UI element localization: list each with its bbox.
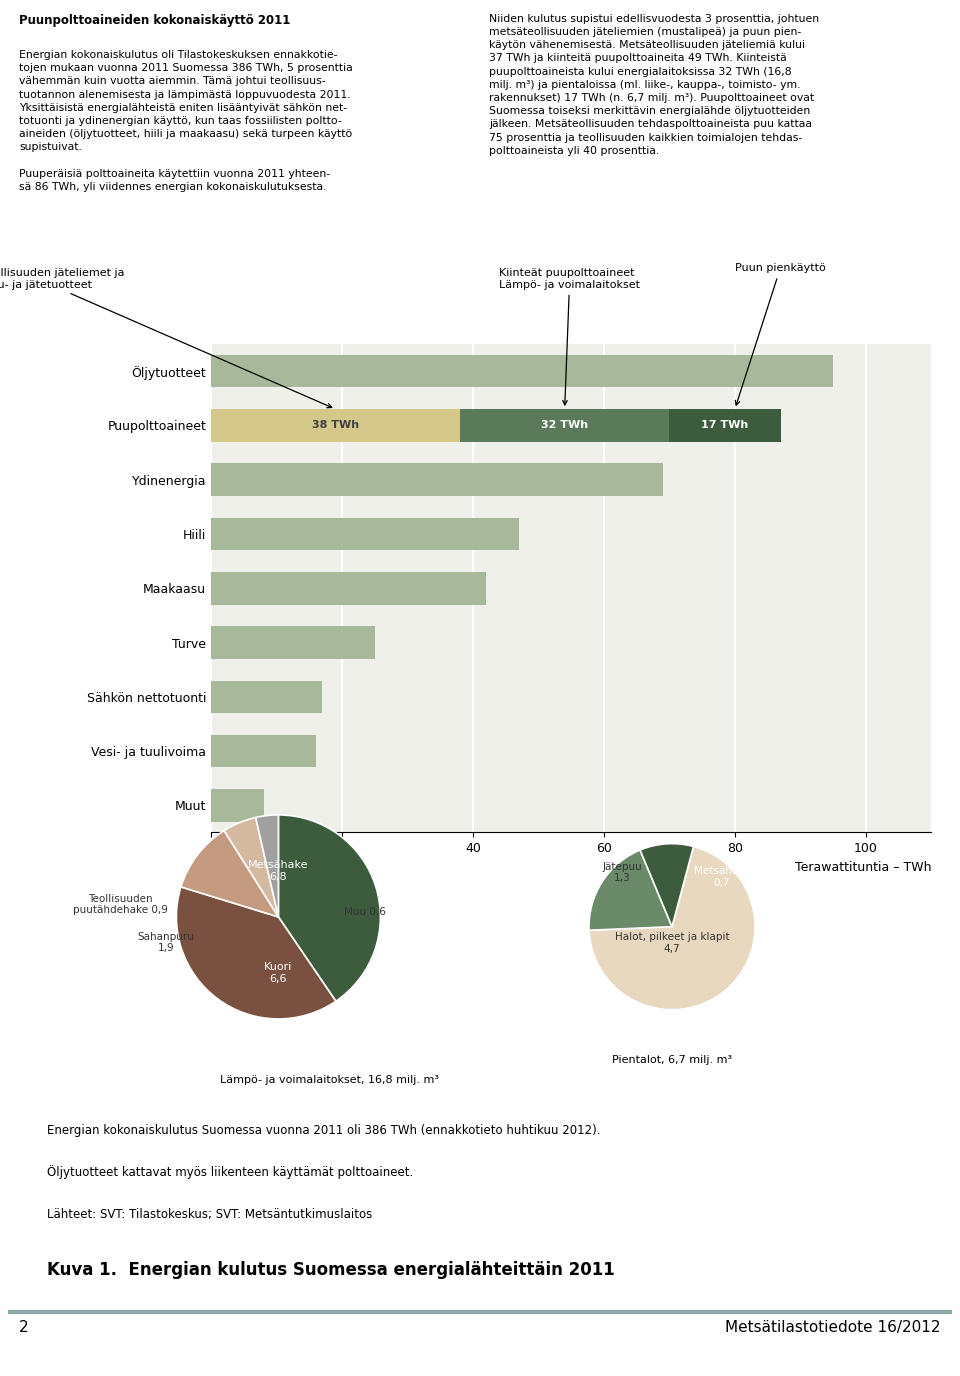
Bar [211, 464, 662, 495]
Wedge shape [640, 843, 693, 926]
Text: Lämpö- ja voimalaitokset, 16,8 milj. m³: Lämpö- ja voimalaitokset, 16,8 milj. m³ [220, 1075, 439, 1086]
Text: 38 TWh: 38 TWh [312, 421, 359, 431]
Text: 32 TWh: 32 TWh [541, 421, 588, 431]
Wedge shape [224, 817, 278, 916]
Bar [211, 572, 486, 604]
Bar [211, 735, 316, 768]
Text: Öljytuotteet kattavat myös liikenteen käyttämät polttoaineet.: Öljytuotteet kattavat myös liikenteen kä… [47, 1164, 414, 1179]
Text: 2: 2 [19, 1320, 29, 1335]
Wedge shape [177, 888, 336, 1020]
Bar [211, 626, 374, 659]
Wedge shape [589, 850, 672, 930]
Wedge shape [255, 815, 278, 916]
Text: Kuori
6,6: Kuori 6,6 [264, 962, 293, 984]
Text: Lähteet: SVT: Tilastokeskus; SVT: Metsäntutkimuslaitos: Lähteet: SVT: Tilastokeskus; SVT: Metsän… [47, 1208, 372, 1221]
Wedge shape [180, 831, 278, 916]
Text: Muu 0,6: Muu 0,6 [345, 907, 386, 916]
Text: Energian kokonaiskulutus Suomessa vuonna 2011 oli 386 TWh (ennakkotieto huhtikuu: Energian kokonaiskulutus Suomessa vuonna… [47, 1123, 601, 1137]
Text: Metsähake
0,7: Metsähake 0,7 [694, 866, 750, 888]
Text: Sahanpuru
1,9: Sahanpuru 1,9 [137, 932, 195, 954]
Text: Kiinteät puupolttoaineet
Lämpö- ja voimalaitokset: Kiinteät puupolttoaineet Lämpö- ja voima… [499, 268, 640, 405]
Text: Teollisuuden
puutähdehake 0,9: Teollisuuden puutähdehake 0,9 [73, 894, 168, 915]
Bar [211, 409, 460, 442]
Bar [211, 355, 833, 388]
Text: 17 TWh: 17 TWh [702, 421, 749, 431]
Text: Niiden kulutus supistui edellisvuodesta 3 prosenttia, johtuen
metsäteollisuuden : Niiden kulutus supistui edellisvuodesta … [490, 14, 820, 155]
Text: Metsätilastotiedote 16/2012: Metsätilastotiedote 16/2012 [726, 1320, 941, 1335]
Text: Halot, pilkeet ja klapit
4,7: Halot, pilkeet ja klapit 4,7 [614, 933, 730, 954]
Text: Jätepuu
1,3: Jätepuu 1,3 [602, 861, 642, 883]
Text: Metsäteollisuuden jäteliemet ja
muut sivu- ja jätetuotteet: Metsäteollisuuden jäteliemet ja muut siv… [0, 268, 332, 407]
Bar [211, 788, 264, 821]
Bar [460, 409, 669, 442]
X-axis label: Terawattituntia – TWh: Terawattituntia – TWh [795, 861, 931, 874]
Bar [211, 517, 518, 550]
Wedge shape [278, 815, 380, 1002]
Wedge shape [589, 846, 755, 1010]
Text: Puun pienkäyttö: Puun pienkäyttö [734, 263, 826, 405]
Text: Kuva 1.  Energian kulutus Suomessa energialähteittäin 2011: Kuva 1. Energian kulutus Suomessa energi… [47, 1262, 615, 1280]
Bar [669, 409, 780, 442]
Text: Energian kokonaiskulutus oli Tilastokeskuksen ennakkotie-
tojen mukaan vuonna 20: Energian kokonaiskulutus oli Tilastokesk… [19, 50, 352, 193]
Text: Puunpolttoaineiden kokonaiskäyttö 2011: Puunpolttoaineiden kokonaiskäyttö 2011 [19, 14, 290, 26]
Text: Metsähake
6,8: Metsähake 6,8 [248, 860, 309, 882]
Bar [211, 681, 323, 713]
Text: Pientalot, 6,7 milj. m³: Pientalot, 6,7 milj. m³ [612, 1055, 732, 1065]
